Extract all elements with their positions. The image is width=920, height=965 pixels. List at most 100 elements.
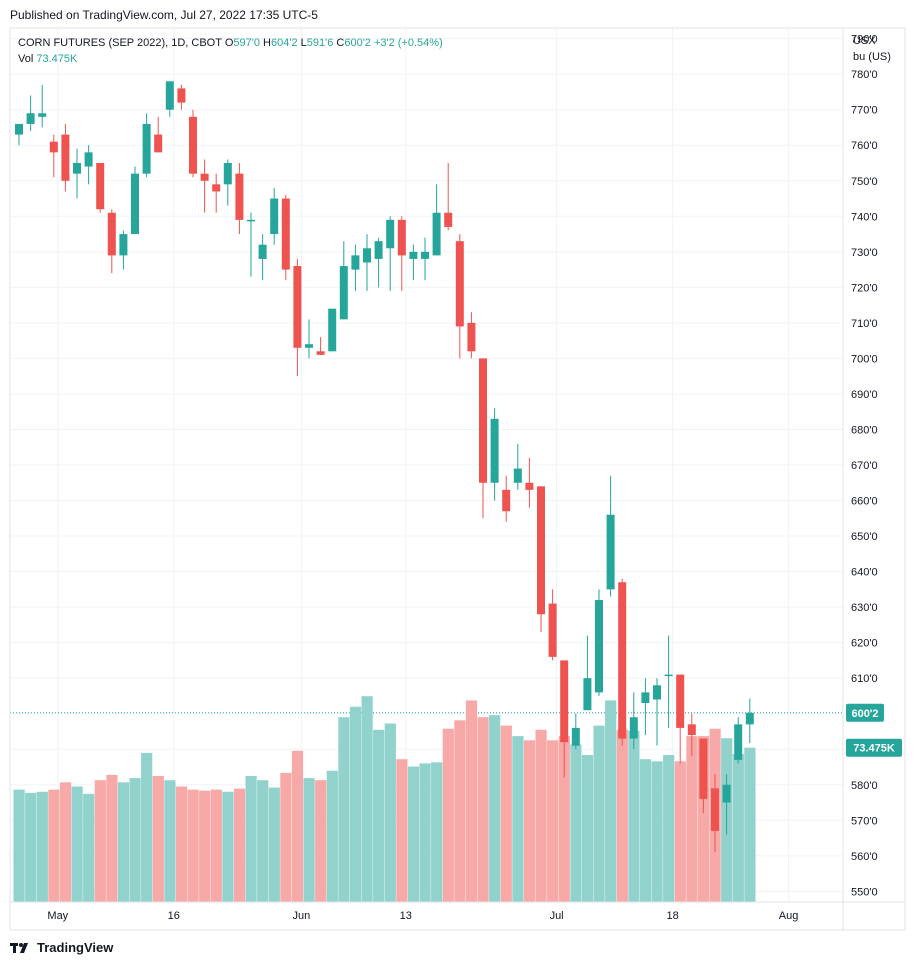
y-tick-label: 690'0 [851, 389, 878, 401]
candle-body [571, 727, 580, 746]
candles [15, 81, 754, 853]
volume-bar [25, 792, 37, 902]
volume-bar [628, 730, 640, 902]
volume-bar [315, 780, 327, 902]
volume-bar [605, 700, 617, 902]
candle-body [664, 674, 673, 677]
candle-body [189, 116, 197, 174]
candle-body [606, 514, 615, 590]
y-tick-label: 680'0 [851, 424, 878, 436]
candle-body [119, 234, 128, 256]
candle-body [560, 660, 569, 743]
volume-bar [500, 725, 512, 902]
volume-bar [732, 753, 744, 902]
x-tick-label: Jul [550, 910, 564, 922]
candle-body [363, 248, 371, 263]
volume-bar [593, 725, 605, 902]
low-label: L [300, 37, 307, 49]
volume-bar [187, 789, 199, 902]
candle-body [513, 468, 522, 483]
candle-body [653, 685, 661, 700]
candle-body [641, 692, 650, 704]
y-tick-label: 650'0 [851, 531, 878, 543]
volume-bar [48, 789, 60, 902]
candle-body [339, 266, 348, 320]
volume-bar [697, 736, 710, 902]
candle-body [73, 163, 81, 174]
volume-bar [303, 778, 315, 902]
volume-bar [744, 747, 756, 902]
x-tick-label: 16 [168, 910, 180, 922]
volume-bar [686, 736, 698, 902]
footer: TradingView [10, 940, 113, 955]
unit-label: bu (US) [853, 51, 891, 63]
candle-body [316, 351, 325, 355]
candle-body [328, 308, 337, 352]
candle-body [734, 724, 743, 760]
volume-bar [512, 736, 524, 902]
high-label: H [263, 37, 271, 49]
close-value: 600'2 [344, 37, 371, 49]
volume-bar [210, 789, 222, 902]
volume-bar [396, 759, 408, 902]
candle-body [351, 255, 360, 270]
candle-body [444, 212, 453, 227]
candle-body [38, 113, 47, 117]
price-axis[interactable]: 790'0 780'0 770'0 760'0 750'0 740'0 730'0 720'0… [846, 34, 902, 899]
y-tick-label: 770'0 [851, 105, 878, 117]
candle-body [583, 678, 592, 711]
volume-bar [152, 776, 164, 902]
candle-body [502, 489, 511, 512]
volume-bar [674, 761, 686, 902]
volume-bar [257, 780, 269, 902]
volume-bar [59, 782, 72, 902]
volume-bar [535, 729, 547, 902]
candle-body [525, 482, 534, 490]
candle-body [223, 163, 232, 185]
volume-value: 73.475K [36, 53, 78, 65]
candle-body [293, 266, 302, 348]
volume-bar [233, 788, 246, 902]
candle-body [745, 712, 754, 725]
candle-body [61, 134, 70, 181]
volume-bar [431, 762, 443, 902]
y-tick-label: 760'0 [851, 140, 878, 152]
tradingview-logo-icon [10, 942, 28, 953]
volume-bar [523, 740, 536, 902]
candle-body [84, 152, 93, 167]
candle-body [212, 184, 221, 192]
volume-bar [71, 786, 83, 902]
volume-bar [663, 755, 675, 902]
symbol-title: CORN FUTURES (SEP 2022), 1D, CBOT [18, 37, 222, 49]
volume-bar [291, 750, 304, 902]
y-tick-label: 640'0 [851, 567, 878, 579]
y-tick-label: 790'0 [851, 34, 878, 46]
volume-bars [13, 696, 756, 902]
volume-bar [558, 736, 570, 902]
volume-bar [419, 763, 431, 902]
candle-body [455, 241, 464, 327]
candle-body [154, 134, 163, 153]
candle-body [177, 88, 186, 103]
candle-body [131, 173, 139, 235]
candle-body [270, 198, 279, 235]
volume-bar [141, 752, 153, 902]
candle-body [49, 141, 58, 153]
y-tick-label: 580'0 [851, 780, 878, 792]
volume-bar [129, 778, 141, 902]
y-tick-label: 710'0 [851, 318, 878, 330]
high-value: 604'2 [270, 37, 298, 49]
volume-bar [338, 717, 350, 902]
candle-body [548, 603, 557, 657]
volume-label: Vol [18, 53, 34, 65]
y-tick-label: 670'0 [851, 460, 878, 472]
volume-bar [199, 790, 211, 902]
y-tick-label: 570'0 [851, 815, 878, 827]
time-axis[interactable]: May 16 Jun 13 Jul 18 Aug [47, 910, 798, 922]
volume-bar [83, 793, 95, 902]
footer-brand: TradingView [37, 940, 114, 955]
candlestick-chart[interactable]: 790'0 780'0 770'0 760'0 750'0 740'0 730'0 720'0… [0, 0, 920, 935]
candle-body [96, 163, 105, 210]
volume-bar [94, 780, 106, 902]
volume-bar [384, 723, 396, 902]
